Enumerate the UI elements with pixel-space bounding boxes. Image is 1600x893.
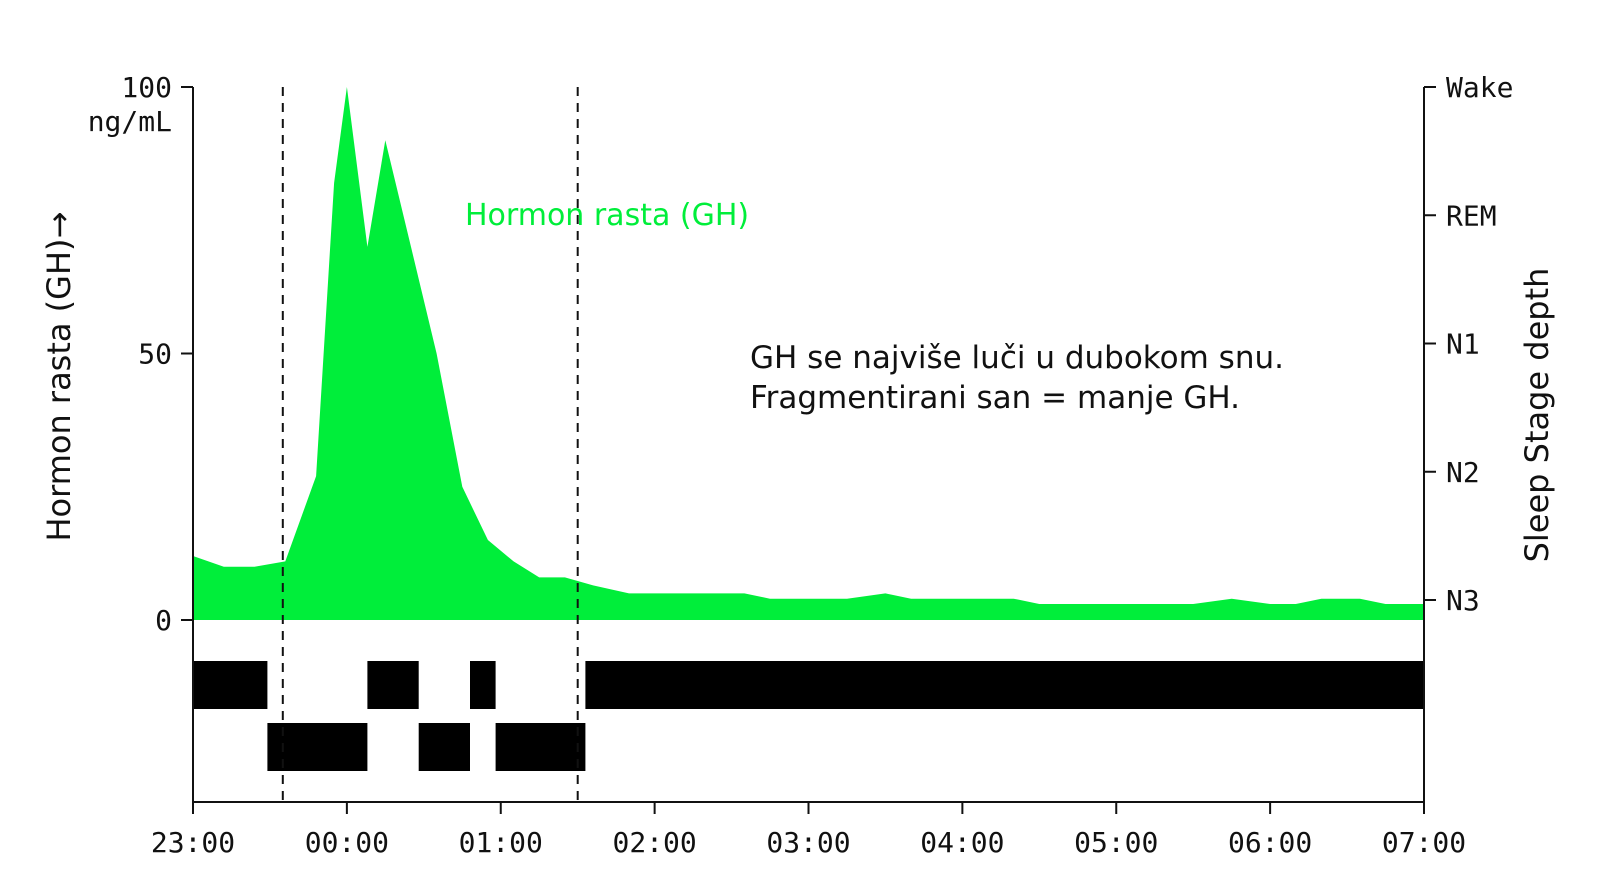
x-tick-label: 05:00 (1074, 826, 1158, 859)
stage-bar-n1 (470, 661, 496, 709)
x-tick-label: 01:00 (459, 826, 543, 859)
x-tick-label: 07:00 (1382, 826, 1466, 859)
stage-bar-n1 (367, 661, 419, 709)
y-tick-label: 100 (121, 71, 172, 104)
stage-bar-n2 (267, 723, 368, 771)
right-y-ticks: Wake REM N1 N2 N3 (1424, 71, 1513, 617)
series-label: Hormon rasta (GH) (465, 198, 749, 233)
stage-bar-n1 (193, 661, 268, 709)
y-tick-label: 50 (138, 338, 172, 371)
x-tick-label: 06:00 (1228, 826, 1312, 859)
x-tick-label: 00:00 (305, 826, 389, 859)
x-tick-label: 03:00 (766, 826, 850, 859)
stage-bar-n2 (418, 723, 470, 771)
stage-tick-label: REM (1446, 199, 1497, 232)
stage-bar-n1 (585, 661, 1424, 709)
right-axis-title: Sleep Stage depth (1518, 268, 1556, 563)
annotation-line-1: GH se najviše luči u dubokom snu. (750, 340, 1284, 376)
stage-tick-label: Wake (1446, 71, 1513, 104)
x-tick-label: 04:00 (920, 826, 1004, 859)
y-axis-arrow: → (40, 212, 78, 239)
reference-lines (281, 87, 579, 802)
x-tick-label: 02:00 (612, 826, 696, 859)
x-ticks: 23:00 00:00 01:00 02:00 03:00 04:00 05:00 06:00… (151, 802, 1466, 859)
y-unit-label: ng/mL (88, 105, 172, 138)
y-axis-title-group: Hormon rasta (GH) → (40, 212, 78, 542)
annotation-line-2: Fragmentirani san = manje GH. (750, 380, 1240, 416)
y-tick-label: 0 (155, 604, 172, 637)
stage-bar-n2 (495, 723, 586, 771)
x-tick-label: 23:00 (151, 826, 235, 859)
y-axis-title: Hormon rasta (GH) (40, 238, 78, 541)
stage-tick-label: N3 (1446, 584, 1480, 617)
stage-tick-label: N1 (1446, 328, 1480, 361)
stage-tick-label: N2 (1446, 456, 1480, 489)
right-axis-title-group: Sleep Stage depth (1518, 268, 1556, 563)
left-y-ticks: 100 50 0 (121, 71, 193, 637)
gh-area-series (193, 87, 1424, 620)
sleep-stage-bars (193, 661, 1424, 771)
